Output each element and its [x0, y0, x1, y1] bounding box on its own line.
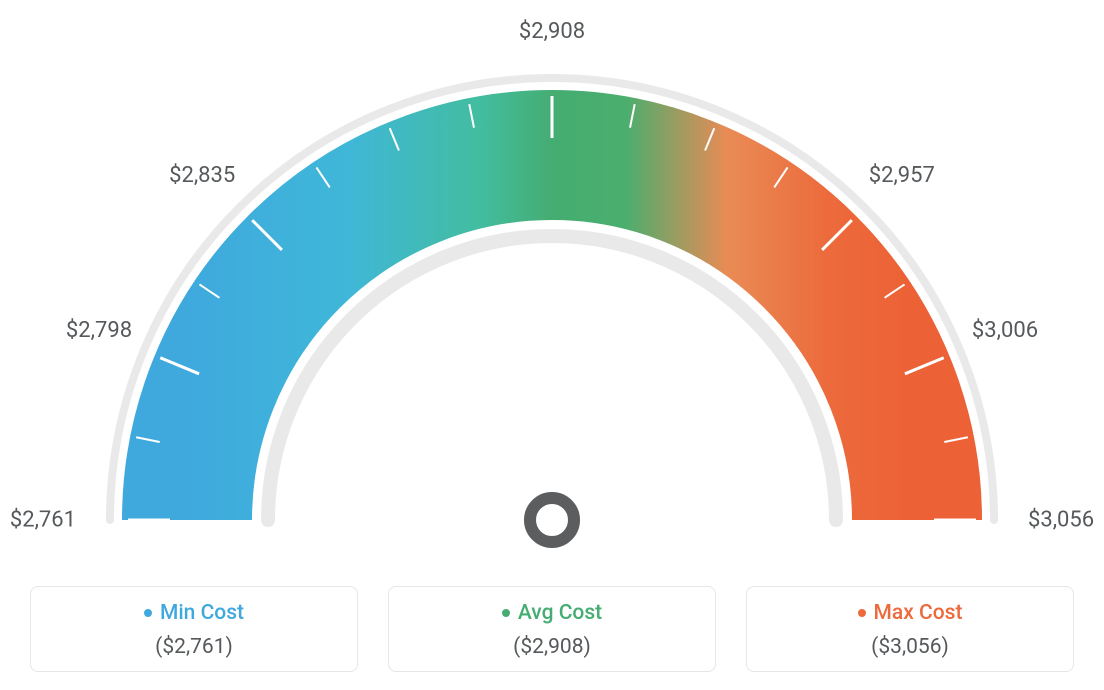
legend-title-max: Max Cost: [858, 601, 963, 625]
scale-label: $2,798: [66, 318, 132, 343]
scale-label: $2,761: [10, 508, 76, 533]
gauge-svg: [82, 20, 1022, 560]
legend-title-max-text: Max Cost: [874, 601, 963, 625]
scale-label: $3,056: [1028, 508, 1094, 533]
legend-title-min-text: Min Cost: [160, 601, 244, 625]
legend-dot-min: [144, 609, 152, 617]
legend-value-avg: ($2,908): [399, 635, 705, 659]
scale-label: $2,835: [169, 163, 235, 188]
legend-card-max: Max Cost ($3,056): [746, 586, 1074, 672]
scale-label: $2,908: [519, 19, 585, 44]
scale-label: $3,006: [972, 318, 1038, 343]
gauge-chart-container: $2,761 $2,798 $2,835 $2,908 $2,957 $3,006 $3,0…: [0, 0, 1104, 690]
legend-value-min: ($2,761): [41, 635, 347, 659]
legend-dot-avg: [502, 609, 510, 617]
legend-card-min: Min Cost ($2,761): [30, 586, 358, 672]
gauge-area: $2,761 $2,798 $2,835 $2,908 $2,957 $3,006 $3,0…: [0, 0, 1104, 560]
legend-row: Min Cost ($2,761) Avg Cost ($2,908) Max …: [0, 586, 1104, 672]
legend-title-avg: Avg Cost: [502, 601, 602, 625]
legend-dot-max: [858, 609, 866, 617]
scale-label: $2,957: [869, 163, 935, 188]
legend-title-avg-text: Avg Cost: [518, 601, 602, 625]
legend-card-avg: Avg Cost ($2,908): [388, 586, 716, 672]
legend-title-min: Min Cost: [144, 601, 244, 625]
legend-value-max: ($3,056): [757, 635, 1063, 659]
